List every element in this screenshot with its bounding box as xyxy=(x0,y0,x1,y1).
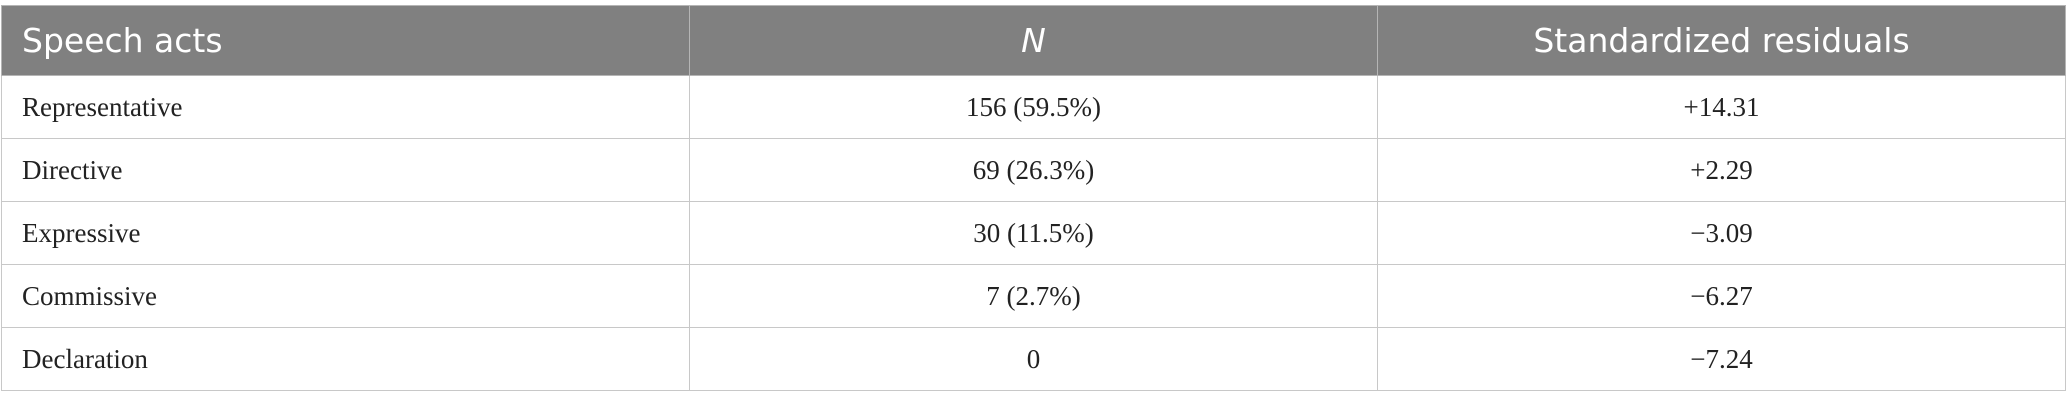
header-row: Speech acts N Standardized residuals xyxy=(1,5,2066,76)
table-cell: Declaration xyxy=(1,327,690,391)
table-cell: Commissive xyxy=(1,264,690,328)
table-cell: −3.09 xyxy=(1377,201,2066,265)
table-cell: −7.24 xyxy=(1377,327,2066,391)
table-cell: +2.29 xyxy=(1377,138,2066,202)
table-cell: 156 (59.5%) xyxy=(689,75,1378,139)
table-row: Expressive 30 (11.5%) −3.09 xyxy=(1,201,2066,265)
table-head: Speech acts N Standardized residuals xyxy=(1,5,2066,76)
table-body: Representative 156 (59.5%) +14.31 Directive… xyxy=(1,75,2066,391)
table-cell: 7 (2.7%) xyxy=(689,264,1378,328)
header-cell: Standardized residuals xyxy=(1377,5,2066,76)
table-row: Commissive 7 (2.7%) −6.27 xyxy=(1,264,2066,328)
table-cell: Directive xyxy=(1,138,690,202)
table-cell: Representative xyxy=(1,75,690,139)
table-cell: 69 (26.3%) xyxy=(689,138,1378,202)
table-cell: Expressive xyxy=(1,201,690,265)
table-row: Directive 69 (26.3%) +2.29 xyxy=(1,138,2066,202)
table-cell: −6.27 xyxy=(1377,264,2066,328)
table-cell: 0 xyxy=(689,327,1378,391)
header-cell: Speech acts xyxy=(1,5,690,76)
page: Speech acts N Standardized residuals Rep… xyxy=(0,5,2067,400)
table-row: Representative 156 (59.5%) +14.31 xyxy=(1,75,2066,139)
table-row: Declaration 0 −7.24 xyxy=(1,327,2066,391)
data-table: Speech acts N Standardized residuals Rep… xyxy=(1,5,2066,391)
table-cell: 30 (11.5%) xyxy=(689,201,1378,265)
header-cell: N xyxy=(689,5,1378,76)
table-cell: +14.31 xyxy=(1377,75,2066,139)
